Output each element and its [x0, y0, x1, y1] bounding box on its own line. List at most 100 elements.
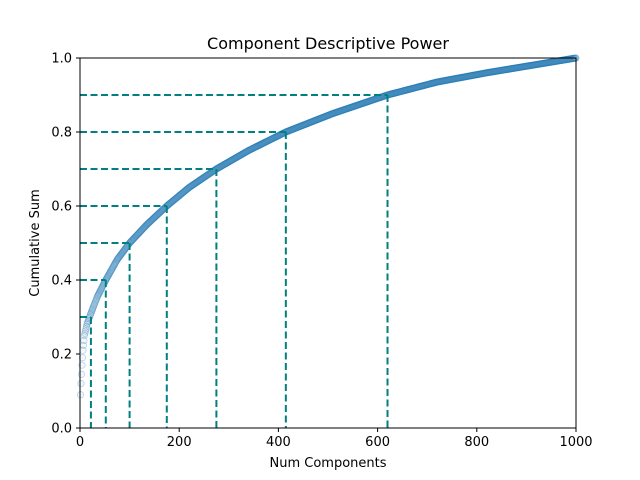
- scatter-point: [321, 112, 330, 120]
- scatter-point: [522, 62, 530, 70]
- scatter-point: [354, 101, 362, 109]
- scatter-point: [77, 370, 86, 378]
- scatter-point: [415, 83, 423, 91]
- scatter-point: [328, 110, 336, 118]
- scatter-point: [351, 102, 359, 110]
- scatter-point: [338, 106, 346, 115]
- scatter-point: [473, 71, 481, 79]
- scatter-point: [81, 327, 90, 335]
- scatter-point: [426, 80, 434, 88]
- scatter-point: [486, 68, 494, 76]
- scatter-point: [548, 58, 556, 66]
- scatter-point: [530, 61, 538, 69]
- scatter-point: [458, 73, 466, 81]
- scatter-point: [507, 65, 515, 73]
- scatter-point: [150, 214, 158, 222]
- scatter-point: [158, 207, 166, 215]
- scatter-point: [234, 153, 242, 161]
- scatter-point: [409, 84, 417, 92]
- scatter-point: [332, 108, 340, 116]
- scatter-point: [302, 120, 310, 128]
- scatter-point: [131, 234, 139, 242]
- scatter-point: [132, 232, 140, 240]
- scatter-point: [303, 120, 311, 128]
- scatter-point: [509, 64, 517, 72]
- scatter-point: [144, 219, 153, 227]
- scatter-point: [566, 55, 575, 63]
- scatter-point: [286, 126, 294, 134]
- scatter-point: [358, 100, 366, 108]
- scatter-point: [421, 81, 429, 89]
- scatter-point: [417, 82, 425, 90]
- scatter-point: [349, 103, 357, 111]
- scatter-point: [104, 272, 112, 280]
- scatter-point: [217, 162, 225, 170]
- scatter-point: [520, 63, 528, 71]
- scatter-point: [204, 170, 213, 178]
- scatter-point: [472, 71, 480, 79]
- scatter-point: [237, 151, 245, 159]
- scatter-point: [266, 136, 274, 144]
- scatter-point: [478, 70, 486, 78]
- scatter-point: [492, 67, 500, 75]
- scatter-point: [251, 143, 259, 152]
- scatter-point: [256, 141, 265, 149]
- scatter-point: [141, 222, 150, 230]
- scatter-point: [356, 100, 364, 108]
- scatter-point: [367, 97, 375, 105]
- scatter-point: [507, 65, 516, 73]
- scatter-point: [421, 81, 429, 89]
- scatter-point: [541, 59, 549, 67]
- y-tick-label: 1.0: [51, 52, 72, 67]
- scatter-point: [133, 230, 142, 239]
- scatter-point: [468, 71, 476, 80]
- scatter-point: [406, 85, 414, 93]
- scatter-point: [327, 110, 335, 118]
- scatter-point: [128, 237, 136, 245]
- y-axis-label: Cumulative Sum: [28, 189, 43, 297]
- scatter-point: [461, 73, 469, 81]
- scatter-point: [199, 174, 207, 182]
- scatter-point: [399, 87, 407, 95]
- scatter-point: [424, 80, 432, 89]
- scatter-point: [387, 90, 396, 98]
- scatter-point: [267, 135, 276, 143]
- scatter-point: [526, 62, 534, 70]
- scatter-point: [156, 208, 164, 217]
- scatter-point: [548, 58, 556, 66]
- scatter-point: [297, 122, 305, 130]
- scatter-point: [232, 154, 240, 162]
- scatter-point: [493, 67, 501, 75]
- scatter-point: [176, 191, 184, 199]
- scatter-point: [538, 60, 546, 68]
- scatter-point: [438, 77, 446, 85]
- scatter-point: [510, 64, 518, 72]
- scatter-point: [389, 89, 398, 98]
- scatter-point: [266, 136, 275, 144]
- scatter-point: [412, 83, 420, 92]
- scatter-point: [549, 58, 557, 66]
- scatter-point: [262, 138, 270, 146]
- scatter-point: [155, 209, 163, 217]
- scatter-point: [463, 72, 471, 81]
- scatter-point: [292, 124, 300, 132]
- scatter-point: [330, 109, 339, 117]
- scatter-point: [447, 75, 455, 84]
- scatter-point: [106, 269, 114, 277]
- scatter-point: [220, 160, 228, 169]
- scatter-point: [394, 88, 402, 96]
- scatter-point: [489, 68, 497, 76]
- scatter-point: [233, 153, 241, 161]
- scatter-point: [254, 142, 262, 150]
- scatter-point: [138, 225, 147, 233]
- scatter-point: [482, 69, 490, 77]
- scatter-point: [182, 186, 190, 194]
- scatter-point: [545, 58, 553, 66]
- scatter-point: [249, 144, 257, 152]
- scatter-point: [264, 137, 272, 145]
- scatter-point: [111, 259, 119, 267]
- scatter-point: [109, 263, 117, 271]
- scatter-point: [465, 72, 473, 80]
- scatter-point: [245, 146, 253, 155]
